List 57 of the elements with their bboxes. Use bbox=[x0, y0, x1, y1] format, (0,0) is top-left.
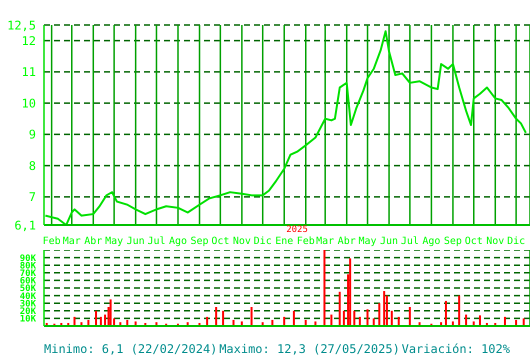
bar bbox=[465, 314, 468, 326]
bar bbox=[215, 307, 218, 326]
bar bbox=[353, 310, 356, 326]
x-tick-label: Oct bbox=[464, 236, 483, 248]
bar bbox=[222, 310, 224, 326]
bar bbox=[342, 310, 345, 326]
x-tick-label: Sep bbox=[190, 236, 209, 248]
x-tick-label: Nov bbox=[232, 236, 251, 248]
x-tick-label: Ene bbox=[275, 236, 294, 248]
text: Minimo: 6,1 (22/02/2024) bbox=[44, 342, 218, 356]
x-tick-label: May bbox=[358, 236, 377, 248]
bar bbox=[95, 310, 98, 326]
bar bbox=[366, 309, 368, 326]
line-series bbox=[44, 30, 527, 225]
x-tick-label: Feb bbox=[42, 236, 61, 248]
x-tick-label: Oct bbox=[211, 236, 230, 248]
x-tick-label: Mar bbox=[62, 236, 81, 248]
x-tick-label: Feb bbox=[296, 236, 315, 248]
bar bbox=[250, 307, 253, 326]
bar bbox=[378, 303, 380, 326]
text: Maximo: 12,3 (27/05/2025) bbox=[219, 342, 400, 356]
x-tick-label: Jun bbox=[380, 236, 398, 248]
bar bbox=[458, 296, 460, 326]
annotation: 2025 bbox=[286, 225, 308, 235]
bar bbox=[349, 258, 352, 326]
y-tick-label: 9 bbox=[28, 128, 36, 142]
y-tick-label: 8 bbox=[28, 158, 36, 173]
y-tick-label: 6,1 bbox=[14, 218, 36, 232]
bar bbox=[390, 310, 393, 326]
bar bbox=[338, 292, 341, 326]
x-tick-label: Jul bbox=[147, 236, 166, 248]
bar bbox=[383, 291, 386, 326]
x-tick-label: Abr bbox=[84, 236, 102, 248]
x-tick-label: Nov bbox=[486, 236, 504, 248]
y-tick-label: 12,5 bbox=[7, 18, 36, 32]
y-tick-label: 11 bbox=[22, 65, 36, 80]
bar bbox=[330, 314, 332, 326]
bar bbox=[110, 299, 112, 326]
x-tick-label: Jun bbox=[126, 236, 145, 248]
y-tick-label: 10K bbox=[20, 314, 37, 325]
x-tick-label: Jul bbox=[400, 236, 419, 248]
x-tick-label: Sep bbox=[444, 236, 462, 248]
bar bbox=[408, 307, 411, 326]
x-tick-label: Dic bbox=[254, 236, 272, 248]
bar bbox=[444, 300, 447, 326]
x-tick-label: Abr bbox=[338, 236, 356, 248]
x-tick-label: Ago bbox=[168, 236, 188, 248]
x-tick-label: Ago bbox=[422, 236, 440, 248]
x-tick-label: May bbox=[105, 236, 124, 248]
bar bbox=[323, 250, 326, 326]
y-tick-label: 12 bbox=[22, 34, 36, 48]
x-tick-label: Mar bbox=[316, 236, 334, 248]
bar bbox=[292, 310, 295, 326]
text: Variación: 102% bbox=[402, 342, 510, 356]
y-tick-label: 7 bbox=[28, 190, 36, 204]
y-tick-label: 10 bbox=[22, 96, 36, 110]
x-tick-label: Dic bbox=[507, 236, 526, 248]
